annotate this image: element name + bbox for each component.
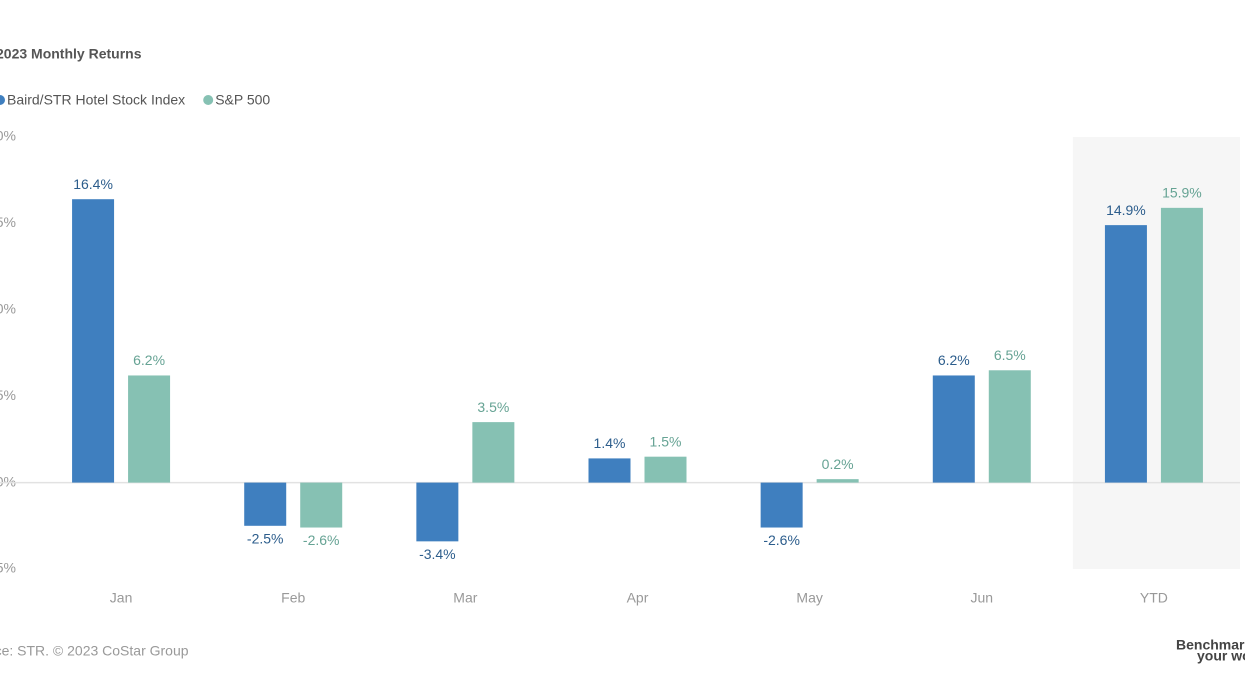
bar — [760, 482, 803, 528]
data-label: 1.5% — [650, 433, 682, 449]
x-tick-label: Jun — [970, 590, 993, 606]
legend-swatch — [0, 95, 5, 105]
data-label: 16.4% — [73, 176, 113, 192]
bar — [1104, 225, 1147, 483]
data-label: -2.5% — [247, 531, 284, 547]
x-tick-label: Jan — [110, 590, 133, 606]
bar — [472, 422, 515, 483]
logo: Benchmarking — [1176, 637, 1245, 653]
x-tick-label: Mar — [453, 590, 477, 606]
highlight-band — [1072, 137, 1240, 569]
bar — [128, 375, 171, 483]
data-label: 6.5% — [994, 347, 1026, 363]
legend-label: Baird/STR Hotel Stock Index — [7, 92, 185, 108]
data-label: 6.2% — [133, 352, 165, 368]
chart-title: 2023 Monthly Returns — [0, 46, 142, 62]
bar — [300, 482, 343, 528]
y-tick-label: 15% — [0, 214, 16, 230]
y-tick-label: 5% — [0, 387, 16, 403]
y-tick-label: -5% — [0, 560, 16, 576]
bar — [588, 458, 631, 483]
data-label: -2.6% — [763, 532, 800, 548]
logo: your world — [1197, 648, 1245, 664]
y-tick-label: 20% — [0, 128, 16, 144]
data-label: 6.2% — [938, 352, 970, 368]
bar — [416, 482, 459, 542]
bar — [988, 370, 1031, 483]
data-label: 3.5% — [477, 399, 509, 415]
bar — [932, 375, 975, 483]
x-tick-label: Feb — [281, 590, 305, 606]
bar — [72, 199, 115, 483]
source: Source: STR. © 2023 CoStar Group — [0, 643, 189, 659]
y-tick-label: 0% — [0, 473, 16, 489]
data-label: -2.6% — [303, 532, 340, 548]
data-label: 0.2% — [822, 456, 854, 472]
data-label: 14.9% — [1106, 202, 1146, 218]
legend-label: S&P 500 — [215, 92, 270, 108]
x-tick-label: YTD — [1140, 590, 1168, 606]
x-tick-label: Apr — [627, 590, 649, 606]
data-label: -3.4% — [419, 546, 456, 562]
data-label: 1.4% — [594, 435, 626, 451]
bar — [244, 482, 287, 526]
bar — [816, 479, 859, 483]
bar — [644, 456, 687, 483]
data-label: 15.9% — [1162, 185, 1202, 201]
bar — [1160, 207, 1203, 483]
legend-swatch — [203, 95, 214, 105]
x-tick-label: May — [796, 590, 822, 606]
y-tick-label: 10% — [0, 301, 16, 317]
